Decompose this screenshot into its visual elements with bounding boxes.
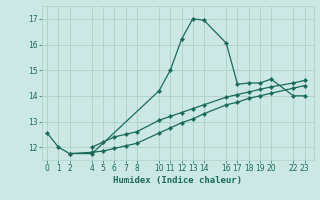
X-axis label: Humidex (Indice chaleur): Humidex (Indice chaleur) bbox=[113, 176, 242, 185]
